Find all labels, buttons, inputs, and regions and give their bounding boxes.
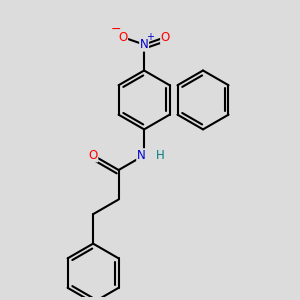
Text: H: H (156, 149, 165, 162)
Text: N: N (140, 38, 148, 51)
Text: O: O (118, 31, 128, 44)
Text: N: N (137, 149, 146, 162)
Text: +: + (146, 32, 154, 42)
Text: O: O (88, 149, 98, 162)
Text: −: − (111, 23, 122, 36)
Text: O: O (161, 31, 170, 44)
